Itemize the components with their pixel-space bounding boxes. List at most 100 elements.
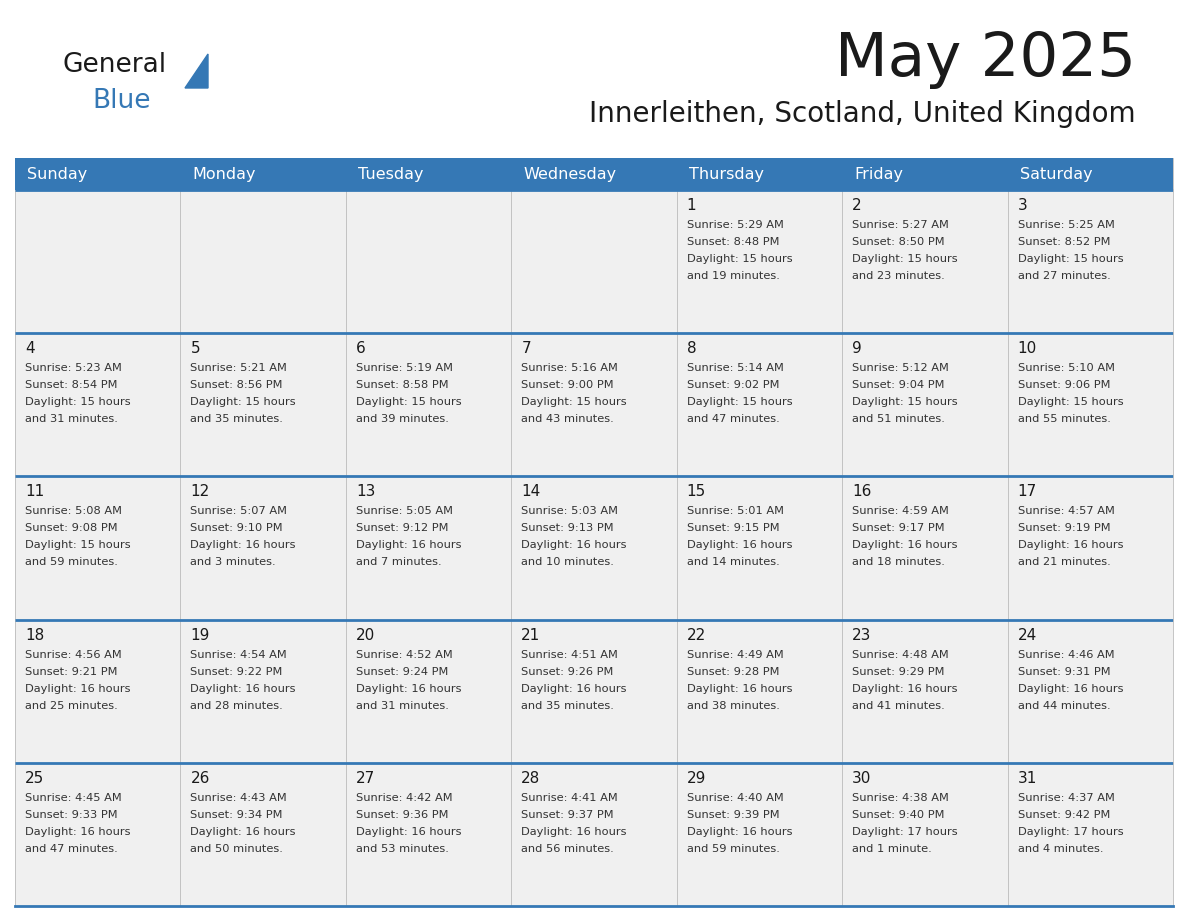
Text: Monday: Monday — [192, 166, 255, 182]
Bar — [842, 190, 1007, 333]
Text: and 14 minutes.: and 14 minutes. — [687, 557, 779, 567]
Bar — [181, 158, 346, 190]
Text: Sunset: 9:29 PM: Sunset: 9:29 PM — [852, 666, 944, 677]
Text: Sunset: 9:02 PM: Sunset: 9:02 PM — [687, 380, 779, 390]
Polygon shape — [185, 54, 208, 88]
Text: Sunrise: 4:42 AM: Sunrise: 4:42 AM — [356, 793, 453, 803]
Text: Sunrise: 5:10 AM: Sunrise: 5:10 AM — [1018, 364, 1114, 374]
Text: Daylight: 16 hours: Daylight: 16 hours — [356, 541, 461, 551]
Text: Sunset: 9:24 PM: Sunset: 9:24 PM — [356, 666, 448, 677]
Text: and 59 minutes.: and 59 minutes. — [687, 844, 779, 854]
Bar — [181, 190, 346, 333]
Text: Daylight: 16 hours: Daylight: 16 hours — [356, 827, 461, 837]
Bar — [842, 333, 1007, 476]
Text: Sunset: 9:26 PM: Sunset: 9:26 PM — [522, 666, 614, 677]
Text: 24: 24 — [1018, 628, 1037, 643]
Text: Sunset: 9:28 PM: Sunset: 9:28 PM — [687, 666, 779, 677]
Text: and 55 minutes.: and 55 minutes. — [1018, 414, 1111, 424]
Text: 2: 2 — [852, 198, 861, 213]
Text: Daylight: 16 hours: Daylight: 16 hours — [1018, 684, 1123, 694]
Text: and 21 minutes.: and 21 minutes. — [1018, 557, 1111, 567]
Text: Sunset: 9:17 PM: Sunset: 9:17 PM — [852, 523, 944, 533]
Text: Daylight: 15 hours: Daylight: 15 hours — [356, 397, 461, 408]
Bar — [1007, 476, 1173, 620]
Text: Sunrise: 5:08 AM: Sunrise: 5:08 AM — [25, 507, 122, 517]
Bar — [346, 620, 511, 763]
Text: Sunrise: 5:16 AM: Sunrise: 5:16 AM — [522, 364, 618, 374]
Text: Innerleithen, Scotland, United Kingdom: Innerleithen, Scotland, United Kingdom — [589, 100, 1136, 128]
Text: Tuesday: Tuesday — [358, 166, 423, 182]
Text: 29: 29 — [687, 771, 706, 786]
Text: Daylight: 17 hours: Daylight: 17 hours — [852, 827, 958, 837]
Text: Sunset: 9:00 PM: Sunset: 9:00 PM — [522, 380, 614, 390]
Text: Daylight: 16 hours: Daylight: 16 hours — [522, 541, 627, 551]
Text: Sunset: 9:37 PM: Sunset: 9:37 PM — [522, 810, 614, 820]
Text: Daylight: 16 hours: Daylight: 16 hours — [25, 684, 131, 694]
Text: Daylight: 15 hours: Daylight: 15 hours — [1018, 254, 1123, 264]
Text: Daylight: 16 hours: Daylight: 16 hours — [25, 827, 131, 837]
Text: and 47 minutes.: and 47 minutes. — [25, 844, 118, 854]
Text: Sunset: 9:33 PM: Sunset: 9:33 PM — [25, 810, 118, 820]
Text: Sunrise: 4:37 AM: Sunrise: 4:37 AM — [1018, 793, 1114, 803]
Text: Thursday: Thursday — [689, 166, 764, 182]
Text: Sunset: 9:39 PM: Sunset: 9:39 PM — [687, 810, 779, 820]
Text: Sunrise: 5:01 AM: Sunrise: 5:01 AM — [687, 507, 784, 517]
Text: Sunset: 9:08 PM: Sunset: 9:08 PM — [25, 523, 118, 533]
Bar — [842, 763, 1007, 906]
Text: 4: 4 — [25, 341, 34, 356]
Bar — [511, 620, 677, 763]
Text: General: General — [62, 52, 166, 78]
Text: 21: 21 — [522, 628, 541, 643]
Text: Sunset: 8:50 PM: Sunset: 8:50 PM — [852, 237, 944, 247]
Text: 12: 12 — [190, 485, 209, 499]
Text: 19: 19 — [190, 628, 210, 643]
Bar — [677, 763, 842, 906]
Text: and 39 minutes.: and 39 minutes. — [356, 414, 449, 424]
Bar — [511, 190, 677, 333]
Text: Daylight: 16 hours: Daylight: 16 hours — [190, 541, 296, 551]
Text: Sunrise: 5:29 AM: Sunrise: 5:29 AM — [687, 220, 784, 230]
Bar — [346, 333, 511, 476]
Bar — [15, 476, 181, 620]
Text: Daylight: 15 hours: Daylight: 15 hours — [25, 397, 131, 408]
Bar — [677, 476, 842, 620]
Text: and 51 minutes.: and 51 minutes. — [852, 414, 944, 424]
Text: Daylight: 15 hours: Daylight: 15 hours — [522, 397, 627, 408]
Text: Daylight: 16 hours: Daylight: 16 hours — [852, 541, 958, 551]
Text: Sunrise: 4:43 AM: Sunrise: 4:43 AM — [190, 793, 287, 803]
Text: Sunrise: 4:52 AM: Sunrise: 4:52 AM — [356, 650, 453, 660]
Text: Sunset: 9:36 PM: Sunset: 9:36 PM — [356, 810, 448, 820]
Text: and 4 minutes.: and 4 minutes. — [1018, 844, 1104, 854]
Text: Sunrise: 4:57 AM: Sunrise: 4:57 AM — [1018, 507, 1114, 517]
Text: Sunset: 9:22 PM: Sunset: 9:22 PM — [190, 666, 283, 677]
Text: and 3 minutes.: and 3 minutes. — [190, 557, 276, 567]
Bar — [1007, 158, 1173, 190]
Text: 13: 13 — [356, 485, 375, 499]
Bar — [15, 190, 181, 333]
Text: 31: 31 — [1018, 771, 1037, 786]
Text: 5: 5 — [190, 341, 200, 356]
Text: and 59 minutes.: and 59 minutes. — [25, 557, 118, 567]
Text: and 50 minutes.: and 50 minutes. — [190, 844, 283, 854]
Text: Daylight: 16 hours: Daylight: 16 hours — [522, 827, 627, 837]
Bar — [842, 620, 1007, 763]
Text: Daylight: 15 hours: Daylight: 15 hours — [687, 254, 792, 264]
Text: Blue: Blue — [91, 88, 151, 114]
Text: Sunrise: 5:07 AM: Sunrise: 5:07 AM — [190, 507, 287, 517]
Text: Sunrise: 4:48 AM: Sunrise: 4:48 AM — [852, 650, 949, 660]
Text: 20: 20 — [356, 628, 375, 643]
Text: Sunrise: 4:49 AM: Sunrise: 4:49 AM — [687, 650, 783, 660]
Text: Sunset: 9:31 PM: Sunset: 9:31 PM — [1018, 666, 1111, 677]
Text: and 31 minutes.: and 31 minutes. — [356, 700, 449, 711]
Text: Daylight: 16 hours: Daylight: 16 hours — [687, 684, 792, 694]
Text: Daylight: 16 hours: Daylight: 16 hours — [190, 827, 296, 837]
Text: Sunrise: 5:05 AM: Sunrise: 5:05 AM — [356, 507, 453, 517]
Text: 10: 10 — [1018, 341, 1037, 356]
Text: Daylight: 15 hours: Daylight: 15 hours — [852, 397, 958, 408]
Text: Sunset: 9:42 PM: Sunset: 9:42 PM — [1018, 810, 1110, 820]
Text: Sunset: 8:52 PM: Sunset: 8:52 PM — [1018, 237, 1110, 247]
Bar — [181, 333, 346, 476]
Bar — [15, 620, 181, 763]
Text: and 35 minutes.: and 35 minutes. — [190, 414, 283, 424]
Text: Sunset: 9:12 PM: Sunset: 9:12 PM — [356, 523, 448, 533]
